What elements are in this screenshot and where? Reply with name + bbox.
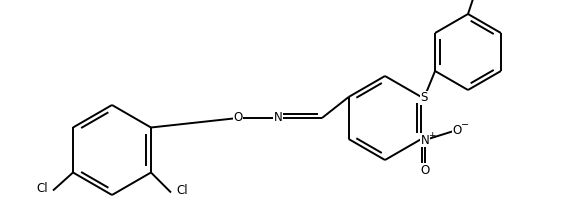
Text: −: − — [461, 120, 469, 130]
Text: Cl: Cl — [176, 184, 187, 198]
Text: Cl: Cl — [37, 182, 48, 194]
Text: N: N — [420, 133, 429, 146]
Text: N: N — [274, 111, 282, 124]
Text: S: S — [420, 92, 427, 104]
Text: O: O — [452, 124, 462, 136]
Text: O: O — [233, 111, 242, 124]
Text: +: + — [428, 131, 436, 140]
Text: O: O — [420, 164, 430, 177]
